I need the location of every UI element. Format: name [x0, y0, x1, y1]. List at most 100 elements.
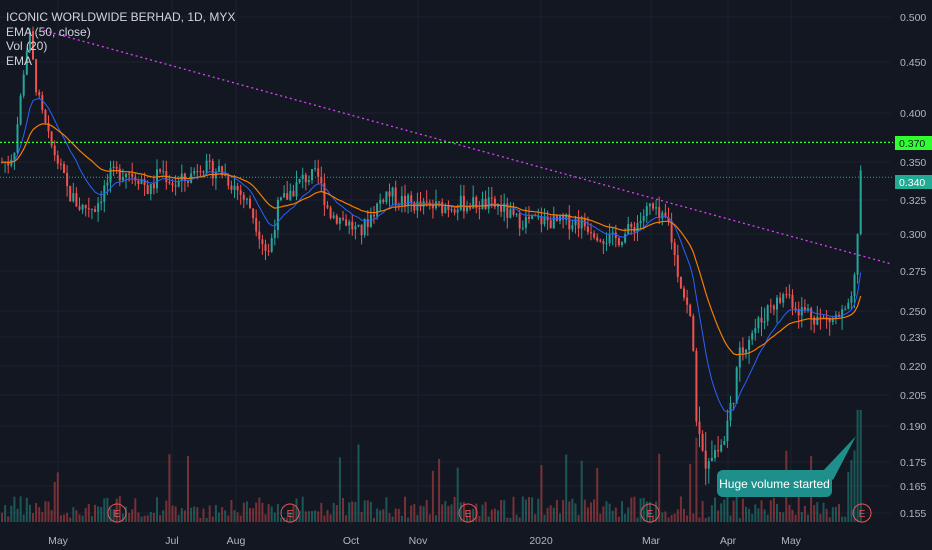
volume-bar	[10, 505, 13, 522]
candle	[218, 159, 220, 173]
volume-bar	[19, 496, 22, 522]
volume-bar	[549, 505, 552, 522]
earnings-marker[interactable]: E	[458, 503, 478, 523]
candle	[580, 215, 583, 239]
candle	[813, 315, 816, 333]
volume-bar	[295, 498, 298, 522]
price-tick-label: 0.275	[900, 266, 926, 278]
volume-bar	[354, 502, 357, 522]
candle	[717, 436, 720, 458]
volume-bar	[602, 506, 605, 522]
volume-bar	[326, 510, 329, 522]
price-tick-label: 0.205	[900, 390, 926, 402]
volume-bar	[462, 502, 465, 522]
candle	[521, 220, 524, 231]
volume-bar	[66, 512, 69, 522]
candle	[208, 153, 211, 170]
candle	[782, 292, 785, 308]
earnings-marker[interactable]: E	[852, 503, 872, 523]
volume-bar	[555, 499, 558, 522]
volume-bar	[738, 517, 741, 522]
volume-bar	[565, 454, 568, 522]
candle	[431, 199, 434, 219]
candle	[552, 206, 555, 229]
candle	[115, 161, 118, 175]
candle	[183, 172, 186, 192]
candle	[227, 173, 230, 190]
volume-bar	[816, 502, 819, 522]
volume-bar	[717, 510, 720, 522]
candle	[701, 430, 704, 452]
volume-bar	[469, 510, 472, 522]
earnings-marker[interactable]: E	[280, 503, 300, 523]
volume-bar	[834, 506, 837, 522]
volume-bar	[376, 508, 379, 522]
candle	[642, 209, 645, 230]
volume-bar	[624, 514, 627, 522]
ema2-legend[interactable]: EMA	[6, 53, 33, 68]
candle	[270, 233, 273, 253]
candle	[280, 196, 282, 202]
volume-bar	[196, 507, 199, 522]
candle	[69, 185, 72, 202]
symbol-title[interactable]: ICONIC WORLDWIDE BERHAD, 1D, MYX	[6, 10, 236, 24]
volume-bar	[633, 496, 636, 522]
volume-bar	[726, 496, 729, 522]
volume-bar	[828, 517, 831, 522]
volume-bar	[729, 515, 732, 522]
candle	[825, 310, 828, 329]
candle	[630, 221, 633, 235]
candle	[834, 310, 837, 325]
volume-bar	[512, 496, 515, 522]
volume-bar	[484, 501, 487, 522]
volume-bars	[1, 409, 862, 522]
candle	[788, 284, 791, 299]
volume-bar	[214, 504, 217, 522]
volume-bar	[590, 502, 592, 522]
candle	[844, 305, 847, 311]
candle	[75, 187, 78, 208]
volume-bar	[258, 497, 261, 522]
candle	[769, 298, 772, 314]
earnings-marker[interactable]: E	[107, 503, 127, 523]
ema-50-line	[2, 123, 862, 356]
volume-bar	[745, 506, 747, 522]
candle	[407, 193, 410, 214]
volume-bar	[81, 515, 84, 522]
volume-bar	[782, 512, 785, 522]
candle	[50, 131, 53, 149]
candle	[363, 218, 366, 238]
candle	[394, 180, 397, 212]
volume-bar	[453, 496, 456, 522]
volume-legend[interactable]: Vol (20)	[6, 39, 48, 53]
candle	[385, 191, 388, 205]
volume-bar	[162, 510, 165, 522]
candle	[205, 153, 208, 175]
volume-bar	[571, 498, 574, 522]
ema-legend[interactable]: EMA (50, close)	[6, 24, 91, 39]
volume-bar	[807, 514, 809, 522]
volume-bar	[617, 516, 620, 522]
volume-bar	[152, 512, 155, 522]
volume-bar	[751, 513, 754, 522]
candle	[512, 202, 515, 217]
candle	[413, 200, 416, 214]
candle	[484, 190, 487, 211]
volume-bar	[472, 508, 475, 522]
volume-bar	[280, 517, 282, 522]
volume-bar	[59, 515, 62, 522]
price-tick-label: 0.155	[900, 508, 926, 520]
time-axis[interactable]: May Jul Aug Oct Nov 2020 Mar Apr May	[48, 535, 802, 547]
candle	[568, 205, 571, 240]
volume-bar	[546, 507, 549, 522]
candle	[72, 182, 75, 203]
earnings-marker[interactable]: E	[640, 503, 660, 523]
candle	[276, 197, 279, 239]
price-axis[interactable]: 0.155 0.165 0.175 0.190 0.205 0.220 0.235 0.250…	[900, 12, 926, 520]
candle	[382, 198, 385, 204]
volume-bar	[121, 513, 124, 522]
volume-bar	[689, 463, 692, 522]
volume-bar	[540, 465, 543, 522]
